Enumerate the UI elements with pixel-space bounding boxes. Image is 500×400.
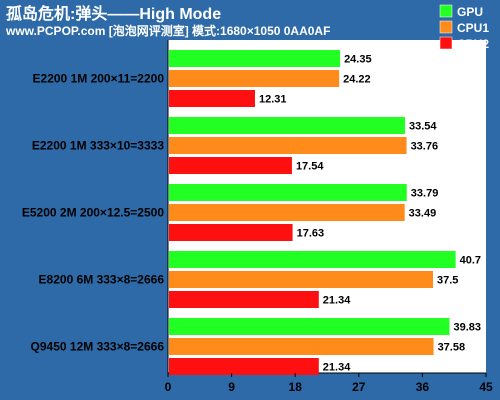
bar-cpu1-1	[169, 137, 407, 154]
value-label-cpu1-0: 24.22	[343, 74, 371, 86]
bar-cpu2-0	[169, 90, 255, 107]
bars-layer	[169, 50, 456, 375]
x-tick-label-4: 36	[416, 380, 430, 394]
x-tick-label-5: 45	[479, 380, 493, 394]
x-tick-label-0: 0	[165, 380, 172, 394]
labels-layer: 24.35 24.22 12.31 E2200 1M 200×11=2200 33.54…	[22, 54, 481, 374]
value-label-cpu2-4: 21.34	[323, 362, 351, 374]
value-label-gpu-2: 33.79	[411, 188, 439, 200]
category-label-2: E5200 2M 200×12.5=2500	[22, 206, 164, 220]
value-label-gpu-3: 40.7	[460, 255, 481, 267]
value-label-cpu1-1: 33.76	[411, 141, 439, 153]
bar-gpu-3	[169, 251, 456, 268]
value-label-gpu-1: 33.54	[409, 121, 437, 133]
value-label-gpu-4: 39.83	[453, 322, 481, 334]
bar-gpu-0	[169, 50, 341, 67]
legend-label-cpu2: CPU2	[457, 37, 489, 51]
legend-swatch-cpu1	[439, 20, 453, 34]
bar-cpu1-0	[169, 70, 340, 87]
chart-subtitle: www.PCPOP.com [泡泡网评测室] 模式:1680×1050 0AA0…	[5, 23, 330, 38]
bar-cpu1-2	[169, 204, 405, 221]
value-label-gpu-0: 24.35	[344, 54, 372, 66]
bar-cpu1-3	[169, 271, 433, 288]
bar-gpu-2	[169, 184, 407, 201]
legend-label-gpu: GPU	[457, 5, 483, 19]
ticks-layer: 0 9 18 27 36 45	[165, 373, 493, 394]
value-label-cpu1-4: 37.58	[438, 342, 466, 354]
x-tick-label-1: 9	[228, 380, 235, 394]
bar-gpu-1	[169, 117, 406, 134]
value-label-cpu2-1: 17.54	[296, 161, 324, 173]
bar-cpu2-3	[169, 291, 319, 308]
bar-cpu2-1	[169, 157, 292, 174]
category-label-3: E8200 6M 333×8=2666	[39, 273, 165, 287]
bar-cpu1-4	[169, 338, 434, 355]
category-label-4: Q9450 12M 333×8=2666	[31, 340, 165, 354]
legend: GPU CPU1 CPU2	[439, 4, 489, 51]
value-label-cpu1-2: 33.49	[409, 208, 437, 220]
legend-label-cpu1: CPU1	[457, 21, 489, 35]
legend-swatch-gpu	[439, 4, 453, 18]
bar-cpu2-4	[169, 358, 319, 375]
category-label-1: E2200 1M 333×10=3333	[32, 139, 164, 153]
bar-gpu-4	[169, 318, 450, 335]
value-label-cpu2-3: 21.34	[323, 295, 351, 307]
x-tick-label-3: 27	[352, 380, 366, 394]
chart-title: 孤岛危机:弹头——High Mode	[6, 4, 221, 23]
value-label-cpu2-2: 17.63	[297, 228, 325, 240]
category-label-0: E2200 1M 200×11=2200	[33, 72, 165, 86]
x-tick-label-2: 18	[289, 380, 303, 394]
legend-swatch-cpu2	[439, 36, 453, 50]
bar-cpu2-2	[169, 224, 293, 241]
value-label-cpu1-3: 37.5	[437, 275, 458, 287]
value-label-cpu2-0: 12.31	[259, 94, 287, 106]
